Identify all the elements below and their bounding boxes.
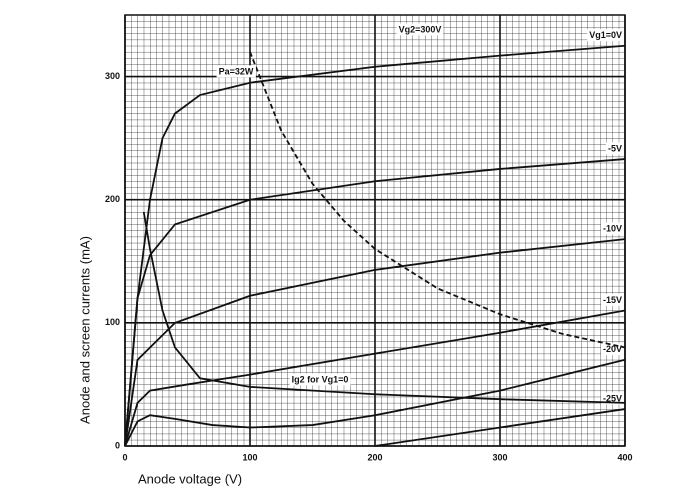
- series-label: -25V: [603, 393, 622, 403]
- series-label-background: [587, 29, 624, 42]
- y-tick-label: 100: [105, 317, 120, 327]
- y-axis-title: Anode and screen currents (mA): [77, 236, 92, 424]
- series-label: -10V: [603, 223, 622, 233]
- series-label: -15V: [603, 295, 622, 305]
- series-label-background: [600, 392, 624, 405]
- plot-layer: 0 100 200 300 400 0 100 200 300 Vg1=0V -5V -10V -15V…: [105, 15, 633, 462]
- series-line: [142, 211, 626, 404]
- y-tick-label: 300: [105, 71, 120, 81]
- x-tick-label: 100: [242, 452, 257, 462]
- series-label: Vg1=0V: [589, 30, 622, 40]
- y-tick-label: 200: [105, 194, 120, 204]
- series-line: [124, 238, 626, 447]
- annotation-background: [396, 23, 444, 36]
- series-line: [124, 309, 626, 447]
- y-tick-label: 0: [115, 440, 120, 450]
- x-tick-label: 0: [122, 452, 127, 462]
- series-line: [124, 158, 626, 447]
- x-tick-label: 200: [367, 452, 382, 462]
- series-line: [249, 51, 626, 349]
- x-axis-title: Anode voltage (V): [138, 471, 242, 486]
- series-label: -5V: [608, 143, 622, 153]
- series-line: [124, 44, 626, 447]
- series-label-background: [289, 373, 351, 386]
- series-label: Ig2 for Vg1=0: [292, 374, 349, 384]
- x-tick-label: 400: [617, 452, 632, 462]
- series-label-background: [600, 293, 624, 306]
- series-label: Pa=32W: [219, 66, 254, 76]
- series-label: -20V: [603, 344, 622, 354]
- series-line: [374, 408, 626, 447]
- annotation: Vg2=300V: [399, 24, 442, 34]
- series-label-background: [605, 142, 624, 155]
- series-label-background: [600, 222, 624, 235]
- series-label-background: [216, 65, 256, 78]
- series-line: [124, 358, 626, 447]
- x-tick-label: 300: [492, 452, 507, 462]
